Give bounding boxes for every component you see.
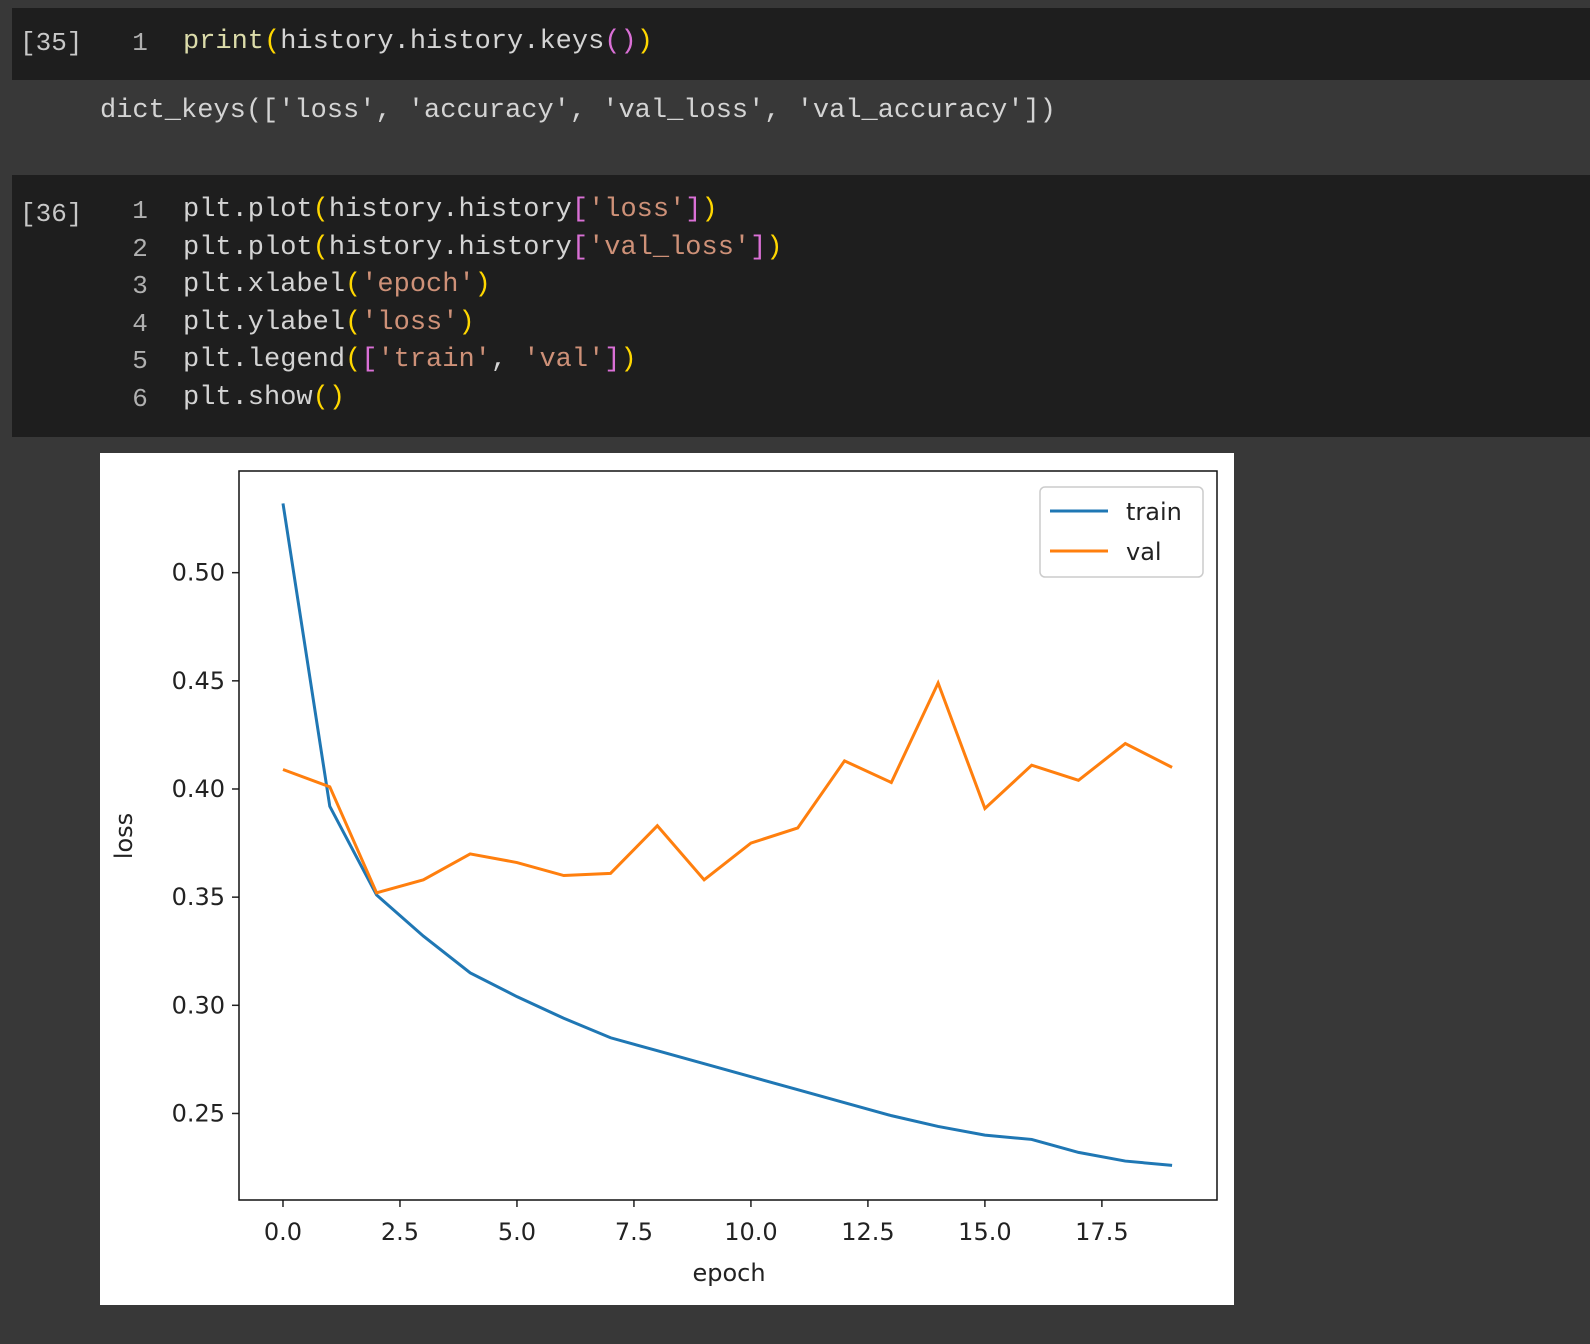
code-token: ,: [490, 345, 524, 375]
code-token: (: [312, 382, 329, 413]
code-token: ): [701, 195, 718, 225]
code-token: ): [620, 27, 637, 57]
x-tick-label: 2.5: [381, 1218, 419, 1246]
x-tick-label: 5.0: [498, 1218, 536, 1246]
line-number: 1: [132, 28, 148, 58]
code-token: (: [345, 345, 362, 375]
x-tick-label: 17.5: [1075, 1218, 1128, 1246]
code-token: ): [474, 270, 491, 300]
code-token: history.history: [328, 195, 572, 225]
x-tick-label: 10.0: [724, 1218, 777, 1246]
code-token: (: [604, 27, 621, 57]
cell-label: [36]: [20, 199, 83, 229]
code-token: 'val_loss': [588, 232, 751, 263]
code-token: ): [620, 345, 637, 375]
code-token: plt.xlabel: [183, 270, 346, 300]
code-token: plt.plot: [183, 232, 313, 263]
code-token: ): [636, 27, 653, 57]
code-cell[interactable]: [36] 1 plt.plot(history.history['loss']) 2…: [12, 175, 1590, 437]
y-tick-label: 0.25: [172, 1099, 225, 1127]
line-number: 2: [132, 233, 148, 264]
x-tick-label: 7.5: [615, 1218, 653, 1246]
code-token: [: [361, 345, 378, 375]
code-line: print(history.history.keys()): [183, 27, 653, 57]
code-token: plt.legend: [183, 345, 346, 375]
code-token: (: [264, 27, 281, 57]
cell-output: dict_keys(['loss', 'accuracy', 'val_loss…: [100, 96, 1056, 126]
series-line: [282, 679, 1173, 895]
code-token: 'loss': [361, 307, 459, 338]
y-tick-label: 0.50: [172, 559, 225, 587]
code-token: 'loss': [588, 195, 686, 225]
code-line: plt.show(): [183, 383, 345, 413]
line-number: 3: [132, 271, 148, 301]
code-token: (: [345, 270, 362, 300]
x-tick-label: 0.0: [264, 1218, 302, 1246]
code-token: plt.plot: [183, 195, 313, 225]
code-token: history.history.keys: [280, 27, 605, 57]
code-token: (: [312, 195, 329, 225]
series-line: [281, 503, 1173, 1167]
line-number: 1: [132, 196, 148, 226]
code-token: (: [312, 232, 329, 263]
legend-label: train: [1126, 498, 1182, 526]
code-token: [: [571, 232, 589, 263]
y-tick-label: 0.45: [172, 667, 225, 695]
line-number: 5: [132, 346, 148, 376]
code-line: plt.plot(history.history['loss']): [183, 195, 718, 225]
chart: epoch loss 0.25 0.30 0.35 0.40 0.45 0.50 0.0 2.…: [100, 453, 1234, 1305]
line-number: 4: [132, 308, 148, 339]
plot-frame: [238, 470, 1218, 1201]
code-token: history.history: [328, 232, 572, 263]
code-token: ): [328, 382, 346, 413]
code-token: ]: [604, 345, 621, 375]
code-line: plt.plot(history.history['val_loss']): [183, 233, 783, 263]
x-tick-label: 12.5: [841, 1218, 894, 1246]
code-token: (: [345, 307, 362, 338]
code-token: 'train': [377, 345, 491, 375]
x-axis-label: epoch: [692, 1259, 765, 1287]
code-line: plt.xlabel('epoch'): [183, 270, 491, 300]
line-number: 6: [132, 383, 148, 414]
code-token: ]: [750, 232, 767, 263]
code-token: ): [458, 307, 475, 338]
code-token: plt.ylabel: [183, 307, 346, 338]
legend-label: val: [1126, 538, 1162, 566]
code-line: plt.ylabel('loss'): [183, 308, 475, 338]
code-token: 'val': [523, 345, 605, 375]
code-token: [: [571, 195, 589, 225]
code-token: print: [183, 27, 265, 57]
y-tick-label: 0.35: [172, 883, 225, 911]
code-token: ): [766, 232, 783, 263]
y-tick-label: 0.40: [172, 775, 225, 803]
code-token: 'epoch': [361, 270, 475, 300]
y-tick-label: 0.30: [172, 991, 225, 1019]
code-line: plt.legend(['train', 'val']): [183, 345, 637, 375]
code-token: ]: [685, 195, 702, 225]
x-tick-label: 15.0: [958, 1218, 1011, 1246]
code-cell[interactable]: [35] 1 print(history.history.keys()): [12, 8, 1590, 80]
y-axis-label: loss: [110, 813, 138, 859]
code-token: plt.show: [183, 382, 313, 413]
cell-label: [35]: [20, 28, 83, 58]
